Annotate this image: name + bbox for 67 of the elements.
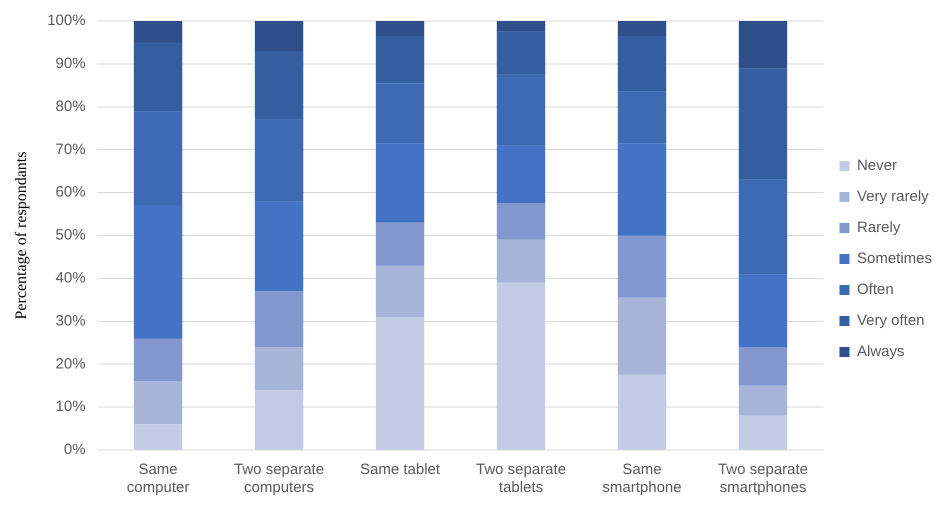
x-tick-label: Two separate smartphones [718, 461, 808, 496]
legend-label: Very rarely [856, 188, 930, 206]
bar [618, 21, 666, 36]
y-tick-label: 40% [56, 270, 86, 287]
bar [618, 236, 666, 298]
y-tick-label: 90% [56, 55, 86, 72]
bar [134, 42, 182, 112]
bar [376, 266, 424, 318]
bar [134, 21, 182, 42]
legend-label: Rarely [856, 219, 901, 236]
y-tick-label: 70% [56, 140, 86, 158]
bar [496, 145, 546, 204]
x-tick-label: Two separate computers [234, 461, 324, 496]
bar [496, 32, 546, 75]
bar [618, 143, 666, 236]
bar [376, 222, 424, 266]
bar [134, 424, 182, 450]
bar [376, 143, 424, 223]
bar [254, 21, 304, 52]
bar [496, 240, 546, 283]
bar [496, 282, 546, 450]
legend-label: Always [856, 343, 904, 360]
bar [376, 36, 424, 84]
y-tick-label: 30% [56, 312, 86, 330]
bar [254, 120, 304, 202]
y-tick-label: 20% [56, 355, 86, 372]
bar [618, 374, 666, 450]
bar [134, 111, 182, 206]
bar [738, 68, 788, 180]
bar [134, 205, 182, 338]
bar [254, 390, 304, 450]
legend-label: Sometimes [856, 250, 932, 268]
bar [738, 180, 788, 274]
x-tick-label: Two separate tablets [476, 461, 566, 496]
bar [254, 51, 304, 120]
bar [496, 203, 546, 240]
y-tick-label: 80% [56, 98, 86, 115]
bar [738, 416, 788, 450]
y-tick-label: 10% [56, 398, 86, 416]
bar [738, 274, 788, 348]
bar [496, 21, 546, 32]
bar [738, 386, 788, 416]
bar [134, 381, 182, 424]
x-tick-label: Same tablet [360, 461, 441, 478]
bar [254, 347, 304, 390]
bar [254, 291, 304, 348]
bar [618, 298, 666, 375]
bar [134, 338, 182, 382]
bar [618, 36, 666, 92]
bar [618, 92, 666, 144]
bar [376, 317, 424, 450]
y-tick-label: 0% [64, 441, 86, 458]
legend-label: Never [856, 157, 897, 174]
x-tick-label: Same smartphone [602, 461, 682, 496]
bar [738, 21, 788, 68]
legend-label: Very often [856, 312, 925, 330]
x-tick-label: Same computer [126, 461, 190, 496]
bar [496, 74, 546, 146]
bar [738, 347, 788, 386]
y-tick-label: 50% [56, 226, 86, 244]
bar [254, 201, 304, 292]
y-tick-label: 60% [56, 184, 86, 201]
legend-label: Often [856, 281, 894, 298]
y-axis-title: Percentage of respondants [12, 152, 30, 320]
bar [376, 83, 424, 144]
bar [376, 21, 424, 36]
y-tick-label: 100% [47, 12, 86, 30]
